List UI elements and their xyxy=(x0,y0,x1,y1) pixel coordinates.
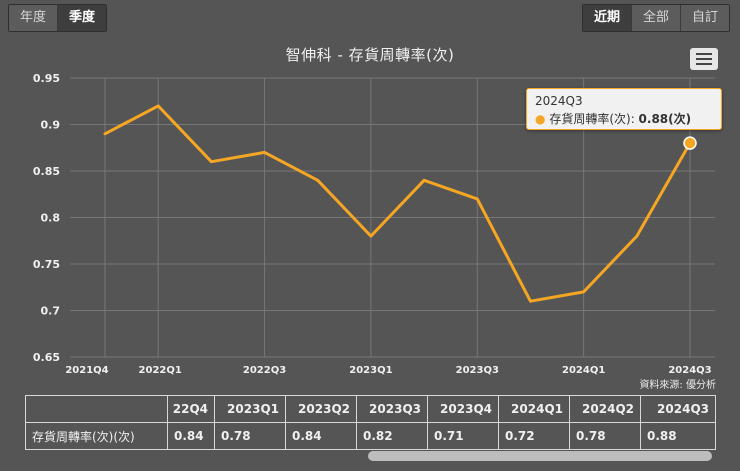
tooltip-row: ● 存貨周轉率(次): 0.88(次) xyxy=(535,112,692,126)
table-header-row: 22Q4 2023Q1 2023Q2 2023Q3 2023Q4 2024Q1 … xyxy=(25,395,716,423)
column-header: 2024Q2 xyxy=(569,395,641,423)
highlighted-data-point xyxy=(683,136,697,150)
y-tick-label: 0.75 xyxy=(33,258,60,271)
y-tick-label: 0.7 xyxy=(41,305,61,318)
x-tick-label: 2024Q3 xyxy=(668,365,711,376)
tooltip-title: 2024Q3 xyxy=(535,94,583,108)
range-toggle: 近期 全部 自訂 xyxy=(581,4,730,32)
x-tick-label: 2023Q1 xyxy=(349,365,392,376)
tooltip-value: 0.88(次) xyxy=(638,112,692,126)
table-cell: 0.71 xyxy=(427,422,499,450)
period-toggle: 年度 季度 xyxy=(8,4,108,32)
table-cell: 0.72 xyxy=(498,422,570,450)
row-label: 存貨周轉率(次)(次) xyxy=(25,422,168,450)
y-tick-label: 0.9 xyxy=(41,119,61,132)
all-button[interactable]: 全部 xyxy=(631,5,681,31)
data-table: 22Q4 2023Q1 2023Q2 2023Q3 2023Q4 2024Q1 … xyxy=(25,395,716,450)
x-tick-label: 2022Q3 xyxy=(243,365,286,376)
table-scrollbar[interactable] xyxy=(368,451,712,461)
y-tick-label: 0.8 xyxy=(41,212,61,225)
x-tick-label: 2021Q4 xyxy=(65,365,108,376)
y-tick-label: 0.85 xyxy=(33,165,60,178)
column-header: 2023Q4 xyxy=(427,395,499,423)
y-tick-label: 0.65 xyxy=(33,351,60,364)
column-header: 2023Q1 xyxy=(214,395,286,423)
line-chart: 0.65 0.7 0.75 0.8 0.85 0.9 0.95 2021Q4 2022Q1 202… xyxy=(33,72,715,376)
source-note: 資料來源: 優分析 xyxy=(639,380,716,391)
table-cell: 0.78 xyxy=(214,422,286,450)
table-corner xyxy=(25,395,168,423)
column-header: 2024Q1 xyxy=(498,395,570,423)
x-tick-label: 2024Q1 xyxy=(562,365,605,376)
custom-button[interactable]: 自訂 xyxy=(680,5,729,31)
tooltip-series: 存貨周轉率(次) xyxy=(549,112,631,126)
table-cell: 0.78 xyxy=(569,422,641,450)
table-row: 存貨周轉率(次)(次) 0.84 0.78 0.84 0.82 0.71 0.7… xyxy=(25,422,716,450)
table-cell: 0.84 xyxy=(167,422,215,450)
y-tick-label: 0.95 xyxy=(33,72,60,85)
annual-button[interactable]: 年度 xyxy=(9,5,59,31)
recent-button[interactable]: 近期 xyxy=(582,5,632,31)
column-header: 2024Q3 xyxy=(640,395,716,423)
quarterly-button[interactable]: 季度 xyxy=(58,5,107,31)
series-dot-icon: ● xyxy=(535,112,546,126)
column-header: 22Q4 xyxy=(167,395,215,423)
x-tick-label: 2023Q3 xyxy=(456,365,499,376)
hamburger-icon xyxy=(696,53,712,55)
table-cell: 0.82 xyxy=(356,422,428,450)
table-cell: 0.84 xyxy=(285,422,357,450)
x-tick-label: 2022Q1 xyxy=(139,365,182,376)
hamburger-icon-line xyxy=(696,63,712,65)
table-cell: 0.88 xyxy=(640,422,716,450)
chart-tooltip: 2024Q3 ● 存貨周轉率(次): 0.88(次) xyxy=(526,88,722,130)
hamburger-icon-line xyxy=(696,58,712,60)
column-header: 2023Q3 xyxy=(356,395,428,423)
column-header: 2023Q2 xyxy=(285,395,357,423)
series-line xyxy=(103,104,692,303)
chart-title: 智伸科 - 存貨周轉率(次) xyxy=(285,46,455,64)
chart-menu-button[interactable] xyxy=(690,48,718,70)
